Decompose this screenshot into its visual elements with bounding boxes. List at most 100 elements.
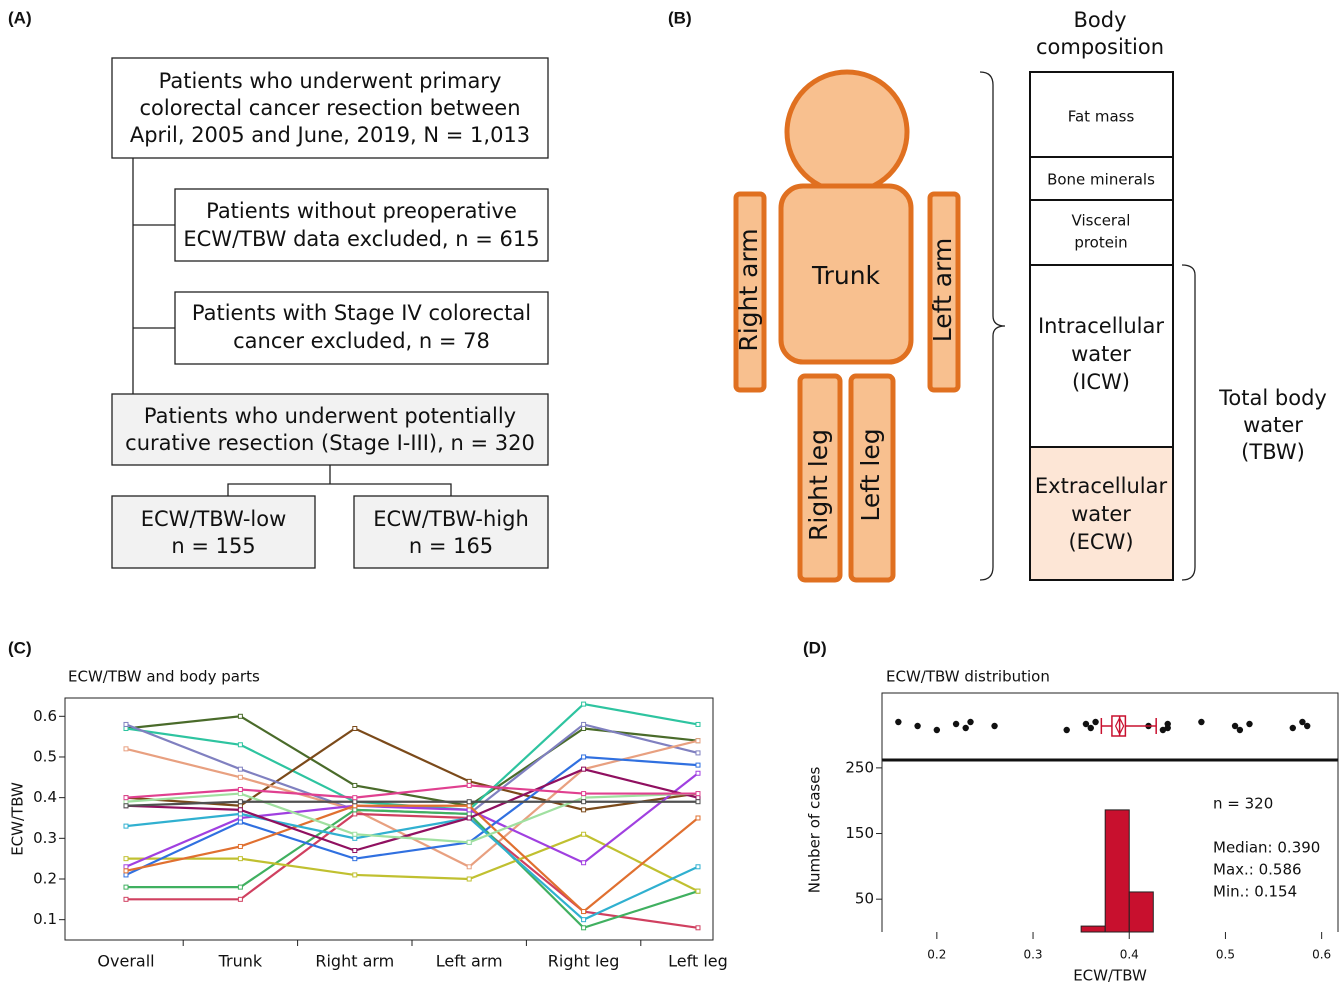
point <box>124 722 128 726</box>
series-line <box>126 834 698 891</box>
bar <box>1081 926 1105 932</box>
body-part-label: Left arm <box>928 238 957 343</box>
x-tick-label: Overall <box>97 952 154 971</box>
strip-point <box>1290 725 1296 731</box>
point <box>467 865 471 869</box>
x-tick-label: 0.5 <box>1216 948 1235 962</box>
point <box>238 820 242 824</box>
annotation: Median: 0.390 <box>1213 839 1320 857</box>
strip-point <box>953 721 959 727</box>
text-line: Extracellular <box>1035 474 1168 498</box>
x-tick-label: 0.3 <box>1023 948 1042 962</box>
x-tick-label: Left leg <box>668 952 728 971</box>
text-line: Bone minerals <box>1047 171 1155 189</box>
panel-label: (C) <box>8 638 32 657</box>
point <box>467 804 471 808</box>
y-tick-label: 0.1 <box>33 910 57 928</box>
point <box>238 714 242 718</box>
body-part-label: Trunk <box>811 261 881 290</box>
y-tick-label: 150 <box>845 824 874 842</box>
text-line: Intracellular <box>1038 314 1164 338</box>
point <box>696 722 700 726</box>
x-tick-label: Left arm <box>436 952 503 971</box>
text-line: ECW/TBW data excluded, n = 615 <box>183 227 539 251</box>
point <box>582 808 586 812</box>
point <box>696 889 700 893</box>
text-line: Patients without preoperative <box>206 199 517 223</box>
point <box>353 783 357 787</box>
point <box>124 824 128 828</box>
point <box>696 800 700 804</box>
x-tick-label: 0.4 <box>1120 948 1139 962</box>
y-axis-title: Number of cases <box>806 767 824 894</box>
strip-point <box>962 725 968 731</box>
text-line: n = 155 <box>171 534 255 558</box>
point <box>353 873 357 877</box>
point <box>353 857 357 861</box>
point <box>238 800 242 804</box>
strip-point <box>1064 727 1070 733</box>
chart-title: ECW/TBW distribution <box>886 668 1050 686</box>
x-tick-label: 0.2 <box>927 948 946 962</box>
x-axis-title: ECW/TBW <box>1073 967 1147 985</box>
annotation: n = 320 <box>1213 795 1273 813</box>
text-line: (TBW) <box>1241 440 1305 464</box>
text-line: Patients with Stage IV colorectal <box>192 301 531 325</box>
point <box>124 800 128 804</box>
point <box>582 832 586 836</box>
text-line: Total body <box>1218 386 1327 410</box>
point <box>353 796 357 800</box>
y-tick-label: 0.5 <box>33 747 57 765</box>
point <box>238 885 242 889</box>
point <box>582 918 586 922</box>
panel-label: (A) <box>8 8 32 27</box>
point <box>582 792 586 796</box>
y-axis-title: ECW/TBW <box>9 782 27 856</box>
point <box>696 792 700 796</box>
figure: (A) (B) (C) (D) Patients who underwent p… <box>0 0 1344 986</box>
point <box>467 840 471 844</box>
text-line: water <box>1071 502 1131 526</box>
point <box>582 796 586 800</box>
point <box>696 796 700 800</box>
point <box>353 804 357 808</box>
point <box>353 836 357 840</box>
point <box>238 792 242 796</box>
point <box>467 877 471 881</box>
strip-point <box>1237 727 1243 733</box>
text-line: Body <box>1073 8 1126 32</box>
strip-point <box>1198 719 1204 725</box>
point <box>582 727 586 731</box>
x-tick-label: Trunk <box>218 952 263 971</box>
point <box>238 743 242 747</box>
point <box>467 779 471 783</box>
body-part-label: Right leg <box>804 429 833 541</box>
point <box>467 800 471 804</box>
strip-point <box>934 727 940 733</box>
point <box>467 812 471 816</box>
text-line: Fat mass <box>1068 108 1135 126</box>
body-figure <box>736 72 958 580</box>
y-tick-label: 50 <box>855 890 874 908</box>
panel-label: (D) <box>803 638 827 657</box>
point <box>124 897 128 901</box>
panel-label: (B) <box>668 8 692 27</box>
text-line: Visceral <box>1072 212 1131 230</box>
point <box>353 812 357 816</box>
text-line: n = 165 <box>409 534 493 558</box>
point <box>582 800 586 804</box>
bar <box>1105 810 1129 932</box>
point <box>353 808 357 812</box>
strip-point <box>1246 721 1252 727</box>
strip-point <box>967 719 973 725</box>
body-part-label: Left leg <box>856 428 885 521</box>
strip-point <box>1088 725 1094 731</box>
text-line: curative resection (Stage I-III), n = 32… <box>125 431 535 455</box>
point <box>238 775 242 779</box>
text-line: ECW/TBW-low <box>141 507 287 531</box>
x-tick-label: Right arm <box>315 952 394 971</box>
point <box>696 763 700 767</box>
point <box>124 869 128 873</box>
point <box>124 804 128 808</box>
body-part-label: Right arm <box>734 228 763 351</box>
